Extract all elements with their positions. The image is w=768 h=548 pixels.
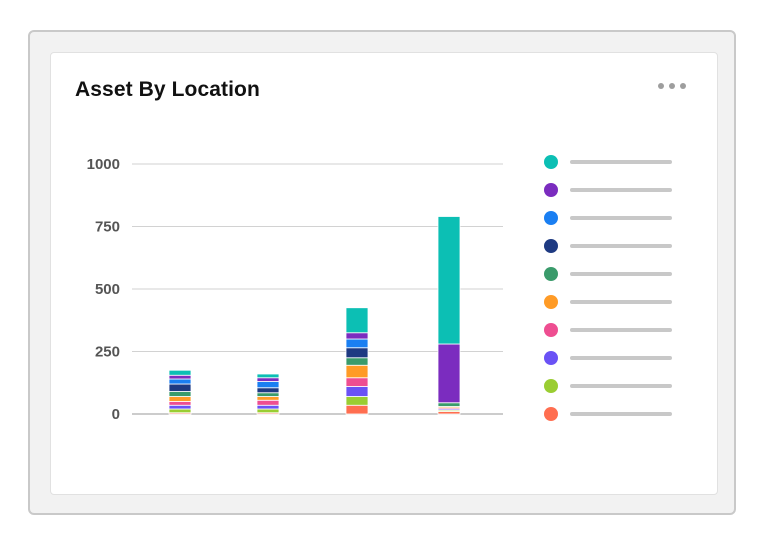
legend-color-dot bbox=[544, 211, 558, 225]
bar-segment[interactable] bbox=[256, 373, 280, 379]
bar-segment[interactable] bbox=[168, 383, 192, 392]
legend-label-placeholder bbox=[570, 328, 672, 332]
bar-segment[interactable] bbox=[345, 357, 369, 366]
legend-item[interactable] bbox=[540, 376, 680, 404]
legend-label-placeholder bbox=[570, 356, 672, 360]
y-tick-label: 750 bbox=[95, 219, 120, 236]
bar-segment[interactable] bbox=[437, 343, 461, 404]
legend-label-placeholder bbox=[570, 300, 672, 304]
bar-segment[interactable] bbox=[168, 391, 192, 397]
bar-segment[interactable] bbox=[256, 408, 280, 414]
bar-segment[interactable] bbox=[256, 396, 280, 401]
bar-segment[interactable] bbox=[345, 396, 369, 406]
bar-segment[interactable] bbox=[345, 307, 369, 334]
bar-segment[interactable] bbox=[437, 402, 461, 407]
more-dot bbox=[669, 83, 675, 89]
legend-color-dot bbox=[544, 351, 558, 365]
bar-segment[interactable] bbox=[437, 216, 461, 345]
bar-segment[interactable] bbox=[168, 408, 192, 414]
legend-item[interactable] bbox=[540, 208, 680, 236]
bar-segment[interactable] bbox=[168, 374, 192, 380]
chart-legend bbox=[540, 152, 680, 432]
legend-color-dot bbox=[544, 295, 558, 309]
bar-segment[interactable] bbox=[168, 369, 192, 376]
bar-segment[interactable] bbox=[256, 404, 280, 410]
legend-color-dot bbox=[544, 407, 558, 421]
legend-color-dot bbox=[544, 323, 558, 337]
y-tick-label: 1000 bbox=[87, 156, 120, 173]
legend-color-dot bbox=[544, 379, 558, 393]
legend-label-placeholder bbox=[570, 384, 672, 388]
legend-color-dot bbox=[544, 155, 558, 169]
legend-item[interactable] bbox=[540, 236, 680, 264]
legend-color-dot bbox=[544, 239, 558, 253]
bar-segment[interactable] bbox=[345, 364, 369, 379]
bar-segment[interactable] bbox=[345, 404, 369, 415]
legend-item[interactable] bbox=[540, 404, 680, 432]
y-tick-label: 500 bbox=[95, 281, 120, 298]
legend-label-placeholder bbox=[570, 412, 672, 416]
legend-item[interactable] bbox=[540, 292, 680, 320]
more-dot bbox=[658, 83, 664, 89]
bar-segment[interactable] bbox=[345, 386, 369, 397]
bars bbox=[168, 216, 461, 415]
bar-segment[interactable] bbox=[345, 377, 369, 387]
legend-label-placeholder bbox=[570, 272, 672, 276]
bar-segment[interactable] bbox=[345, 332, 369, 340]
bar-segment[interactable] bbox=[256, 399, 280, 406]
card-title: Asset By Location bbox=[75, 78, 260, 101]
more-options-icon[interactable] bbox=[658, 80, 694, 92]
legend-item[interactable] bbox=[540, 320, 680, 348]
more-dot bbox=[680, 83, 686, 89]
bar-segment[interactable] bbox=[256, 392, 280, 397]
legend-item[interactable] bbox=[540, 348, 680, 376]
legend-label-placeholder bbox=[570, 244, 672, 248]
y-axis-ticks: 0 250 500 750 1000 bbox=[87, 156, 120, 423]
legend-label-placeholder bbox=[570, 188, 672, 192]
bar-segment[interactable] bbox=[168, 396, 192, 402]
y-tick-label: 0 bbox=[112, 406, 120, 423]
legend-color-dot bbox=[544, 183, 558, 197]
bar-segment[interactable] bbox=[256, 387, 280, 394]
legend-color-dot bbox=[544, 267, 558, 281]
bar-segment[interactable] bbox=[345, 338, 369, 349]
legend-item[interactable] bbox=[540, 152, 680, 180]
y-tick-label: 250 bbox=[95, 344, 120, 361]
legend-item[interactable] bbox=[540, 180, 680, 208]
bar-segment[interactable] bbox=[168, 404, 192, 410]
bar-segment[interactable] bbox=[168, 378, 192, 385]
legend-item[interactable] bbox=[540, 264, 680, 292]
legend-label-placeholder bbox=[570, 216, 672, 220]
bar-segment[interactable] bbox=[256, 377, 280, 382]
bar-segment[interactable] bbox=[168, 401, 192, 406]
bar-segment[interactable] bbox=[256, 381, 280, 389]
legend-label-placeholder bbox=[570, 160, 672, 164]
bar-segment[interactable] bbox=[345, 347, 369, 359]
